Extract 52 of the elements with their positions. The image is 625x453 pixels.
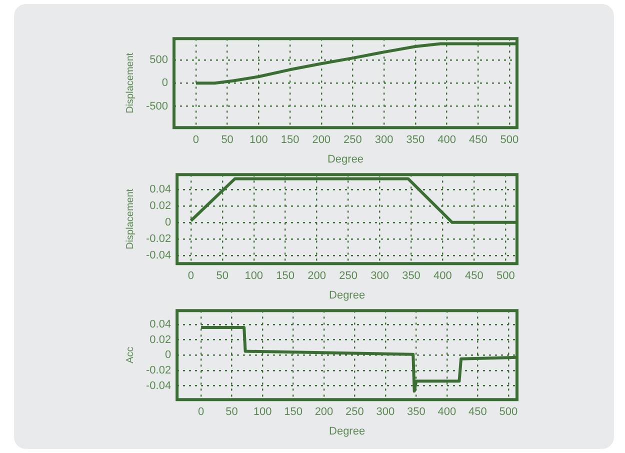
y-axis-title: Displacement xyxy=(124,188,136,250)
y-tick-label: 500 xyxy=(150,54,168,66)
y-axis-title: Displacement xyxy=(124,52,136,114)
y-tick-label: 0 xyxy=(164,216,172,228)
x-axis-title: Degree xyxy=(328,425,366,438)
x-tick-label: 100 xyxy=(244,270,264,282)
x-tick-label: 450 xyxy=(468,406,487,418)
x-tick-label: 350 xyxy=(406,134,425,146)
x-axis-title: Degree xyxy=(327,153,364,166)
x-tick-label: 250 xyxy=(339,270,358,282)
y-tick-label: 0.04 xyxy=(150,318,172,330)
x-tick-label: 50 xyxy=(216,270,229,282)
x-tick-label: 0 xyxy=(192,134,200,146)
x-tick-label: 200 xyxy=(314,406,334,418)
x-tick-label: 100 xyxy=(253,406,272,418)
y-tick-label: 0.02 xyxy=(150,334,172,346)
x-tick-label: 250 xyxy=(344,134,362,146)
x-tick-label: 400 xyxy=(438,406,456,418)
x-tick-label: 500 xyxy=(499,406,518,418)
y-axis-title: Acc xyxy=(124,346,136,364)
y-tick-label: 0 xyxy=(162,77,168,90)
x-tick-label: 350 xyxy=(402,270,420,282)
x-tick-label: 450 xyxy=(465,270,484,282)
x-tick-label: 0 xyxy=(188,270,194,282)
x-tick-label: 300 xyxy=(376,406,395,418)
y-tick-label: -500 xyxy=(146,100,168,112)
x-tick-label: 250 xyxy=(346,406,364,418)
x-axis-title: Degree xyxy=(328,289,366,302)
y-tick-label: -0.02 xyxy=(146,232,172,245)
x-tick-label: 350 xyxy=(407,406,426,418)
y-tick-label: -0.04 xyxy=(146,380,172,392)
x-tick-label: 100 xyxy=(249,134,268,146)
x-tick-label: 450 xyxy=(468,134,488,146)
y-tick-label: -0.04 xyxy=(146,249,172,262)
y-tick-label: 0 xyxy=(164,349,172,362)
x-tick-label: 150 xyxy=(280,134,300,146)
x-tick-label: 50 xyxy=(226,406,238,418)
y-tick-label: -0.02 xyxy=(146,364,172,376)
x-tick-label: 200 xyxy=(308,270,326,282)
x-tick-label: 400 xyxy=(434,270,452,282)
y-tick-label: 0.04 xyxy=(150,183,172,196)
x-tick-label: 0 xyxy=(198,406,204,418)
y-tick-label: 0.02 xyxy=(150,200,172,212)
x-tick-label: 500 xyxy=(496,270,515,282)
x-tick-label: 300 xyxy=(374,134,394,146)
x-tick-label: 150 xyxy=(284,406,302,418)
x-tick-label: 200 xyxy=(312,134,331,146)
x-tick-label: 500 xyxy=(500,134,519,146)
x-tick-label: 150 xyxy=(276,270,295,282)
x-tick-label: 400 xyxy=(438,134,456,146)
x-tick-label: 50 xyxy=(221,134,234,146)
x-tick-label: 300 xyxy=(370,270,389,282)
